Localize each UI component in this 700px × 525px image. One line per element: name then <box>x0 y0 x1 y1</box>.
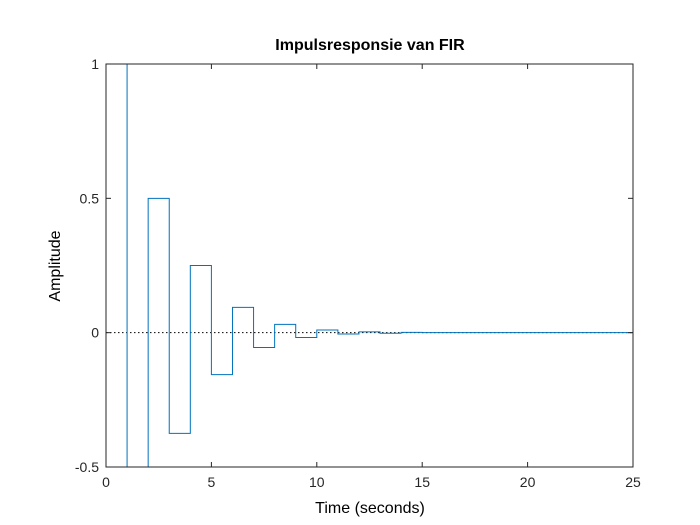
x-tick-label-3: 15 <box>414 474 430 490</box>
x-axis-label: Time (seconds) <box>315 500 425 517</box>
y-tick-label-0: -0.5 <box>75 459 99 475</box>
y-tick-label-1: 0 <box>91 325 99 341</box>
y-axis-label: Amplitude <box>47 230 64 301</box>
y-tick-label-2: 0.5 <box>80 190 100 206</box>
y-axis-ticks: -0.5 0 0.5 1 <box>75 56 633 475</box>
axes-box <box>105 63 634 468</box>
plot-area <box>106 64 633 467</box>
x-tick-label-1: 5 <box>208 474 216 490</box>
y-tick-label-3: 1 <box>91 56 99 72</box>
x-axis-ticks: 0 5 10 15 20 25 <box>102 64 641 490</box>
x-tick-label-2: 10 <box>309 474 325 490</box>
chart-title: Impulsresponsie van FIR <box>275 37 465 54</box>
impulse-response-series <box>106 63 633 468</box>
x-tick-label-0: 0 <box>102 474 110 490</box>
x-tick-label-4: 20 <box>520 474 536 490</box>
x-tick-label-5: 25 <box>625 474 641 490</box>
